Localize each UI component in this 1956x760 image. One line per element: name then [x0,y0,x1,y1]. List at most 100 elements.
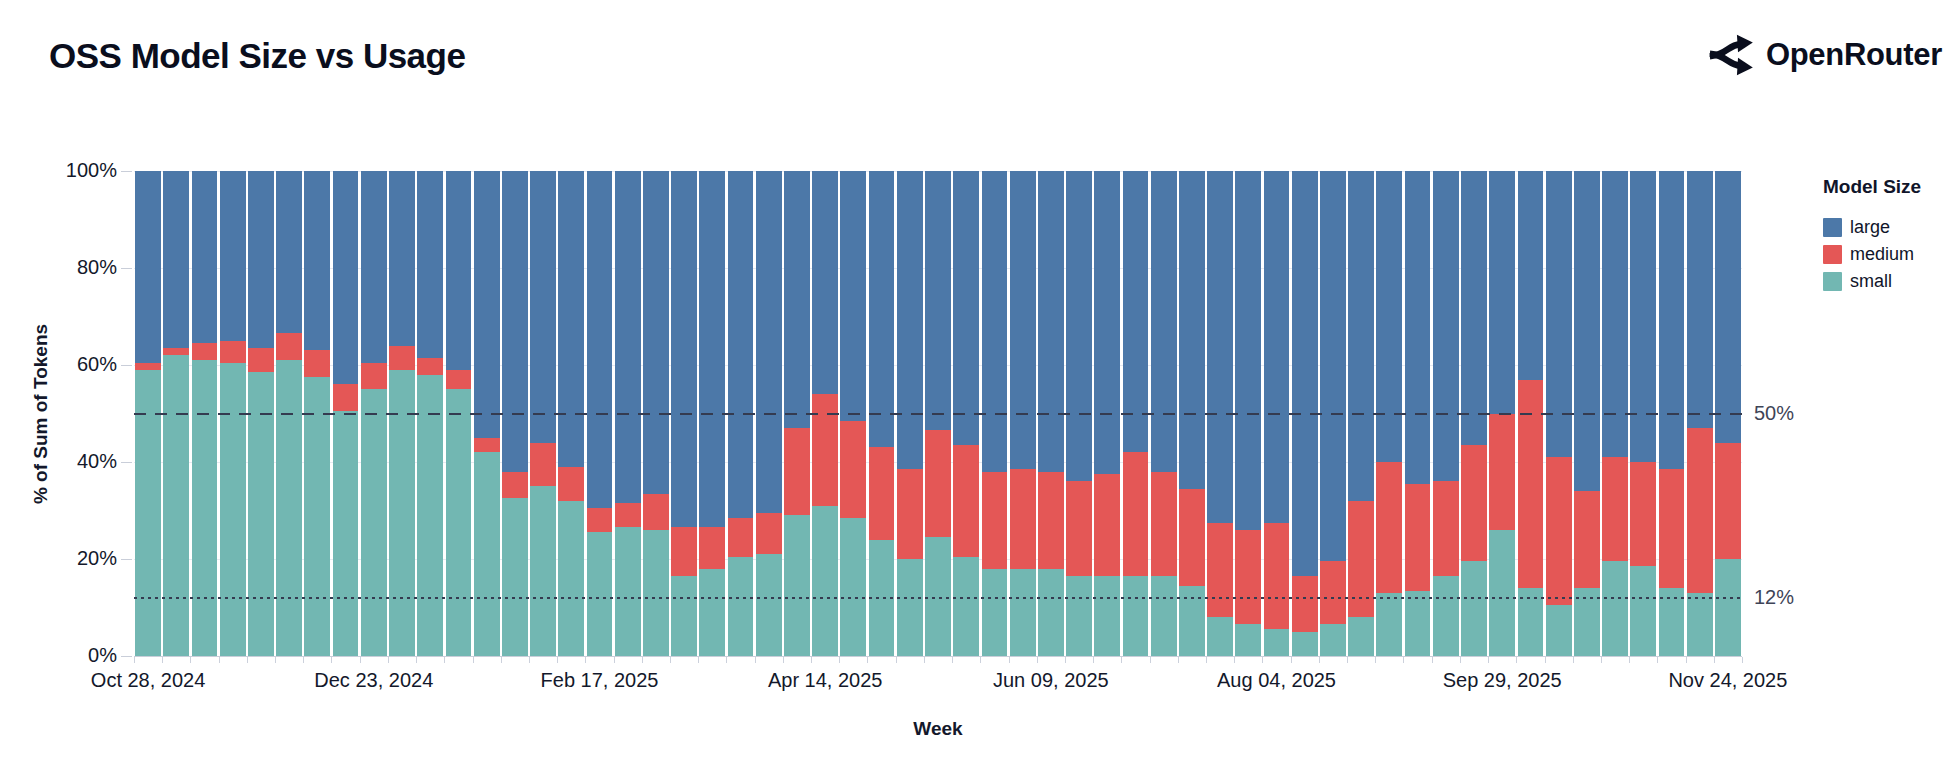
y-tick-label: 100% [47,159,117,182]
bar-segment-small [1320,624,1346,656]
bar-segment-small [1348,617,1374,656]
reference-line-label: 50% [1754,402,1794,425]
bar-segment-large [925,171,951,430]
x-tick-mark [444,657,445,663]
bar-segment-medium [1123,452,1149,576]
y-tick-label: 60% [47,353,117,376]
oss-model-size-chart-page: OSS Model Size vs Usage OpenRouter % of … [0,0,1956,760]
bar-segment-large [333,171,359,384]
bar-segment-medium [163,348,189,355]
x-tick-mark [162,657,163,663]
bar-segment-medium [333,384,359,411]
bar-segment-large [1659,171,1685,469]
bar-segment-large [1207,171,1233,523]
x-tick-mark [614,657,615,663]
bar-segment-small [1715,559,1741,656]
bar-segment-small [840,518,866,656]
x-tick-mark [1686,657,1687,663]
bar-segment-large [474,171,500,438]
bar-segment-small [502,498,528,656]
x-tick-mark [303,657,304,663]
x-tick-mark [388,657,389,663]
x-tick-mark [1291,657,1292,663]
bar-segment-large [530,171,556,443]
bar-segment-large [1010,171,1036,469]
legend-item-small: small [1823,271,1921,292]
bar-segment-medium [1405,484,1431,591]
bar-segment-large [1433,171,1459,481]
bar-segment-medium [304,350,330,377]
bar-segment-medium [982,472,1008,569]
x-axis-line [134,656,1742,657]
bar-segment-small [1207,617,1233,656]
bar-segment-large [784,171,810,428]
x-tick-mark [1573,657,1574,663]
bar-segment-medium [135,363,161,370]
bar-segment-small [671,576,697,656]
bar-segment-small [192,360,218,656]
bar-segment-small [699,569,725,656]
bar-segment-medium [1066,481,1092,576]
bar-segment-medium [615,503,641,527]
bar-segment-small [953,557,979,656]
bar-segment-medium [728,518,754,557]
x-tick-mark [1065,657,1066,663]
bar-segment-medium [1518,380,1544,589]
x-tick-mark [1037,657,1038,663]
bar-segment-small [220,363,246,656]
bar-segment-large [756,171,782,513]
bar-segment-large [248,171,274,348]
bar-segment-medium [897,469,923,559]
x-tick-mark [642,657,643,663]
y-axis-title: % of Sum of Tokens [30,172,52,657]
bar-segment-medium [1010,469,1036,568]
x-tick-mark [219,657,220,663]
x-tick-mark [896,657,897,663]
bar-segment-large [502,171,528,472]
bar-segment-medium [1574,491,1600,588]
x-tick-mark [1150,657,1151,663]
reference-line-50 [134,413,1742,416]
bar-segment-medium [699,527,725,568]
x-tick-label: Aug 04, 2025 [1197,669,1357,692]
y-tick-label: 20% [47,547,117,570]
bar-segment-small [1235,624,1261,656]
bar-segment-medium [869,447,895,539]
x-tick-mark [811,657,812,663]
page-title: OSS Model Size vs Usage [49,36,465,76]
legend-item-label: small [1850,271,1892,292]
bar-segment-small [728,557,754,656]
y-tick-label: 40% [47,450,117,473]
x-tick-mark [1742,657,1743,663]
bar-segment-large [220,171,246,341]
bar-segment-medium [1433,481,1459,576]
bar-segment-medium [276,333,302,360]
bar-segment-medium [1207,523,1233,618]
openrouter-logo[interactable]: OpenRouter [1707,32,1942,78]
bar-segment-small [361,389,387,656]
x-tick-label: Dec 23, 2024 [294,669,454,692]
bar-segment-small [1123,576,1149,656]
x-tick-mark [1601,657,1602,663]
bar-segment-large [699,171,725,527]
medium-swatch [1823,245,1842,264]
bar-segment-medium [248,348,274,372]
x-tick-mark [755,657,756,663]
bar-segment-small [417,375,443,656]
x-tick-mark [1375,657,1376,663]
x-tick-mark [839,657,840,663]
y-tick-mark [121,559,132,560]
bar-segment-medium [1630,462,1656,566]
x-tick-mark [1121,657,1122,663]
bar-segment-small [982,569,1008,656]
bar-segment-medium [1235,530,1261,625]
x-tick-mark [1545,657,1546,663]
x-tick-mark [1178,657,1179,663]
x-tick-mark [1488,657,1489,663]
bar-segment-small [163,355,189,656]
x-tick-mark [1234,657,1235,663]
small-swatch [1823,272,1842,291]
bar-segment-small [1630,566,1656,656]
bar-segment-small [784,515,810,656]
x-tick-mark [247,657,248,663]
